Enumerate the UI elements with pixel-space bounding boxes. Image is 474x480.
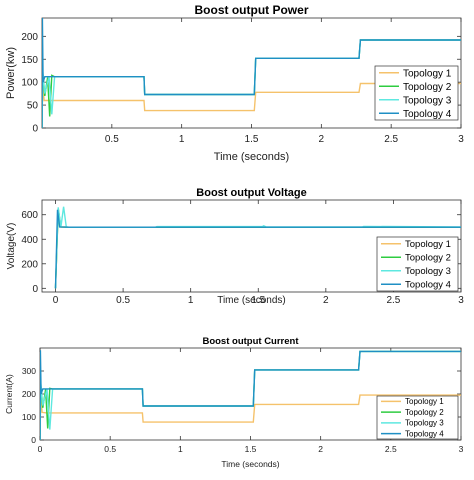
x-tick-label: 3 xyxy=(459,444,464,454)
y-axis-label: Voltage(V) xyxy=(6,223,17,270)
x-axis-label: Time (seconds) xyxy=(217,295,286,306)
x-tick-label: 1.5 xyxy=(245,134,259,145)
legend-label-topology-3: Topology 3 xyxy=(403,95,452,106)
x-tick-label: 3 xyxy=(458,295,464,306)
y-tick-label: 0 xyxy=(32,284,38,295)
legend-label-topology-3: Topology 3 xyxy=(405,419,444,428)
series-line-topology-4 xyxy=(42,18,461,128)
x-tick-label: 2.5 xyxy=(385,444,397,454)
legend: Topology 1 Topology 2 Topology 3 Topology 4 xyxy=(374,65,459,121)
x-axis-label: Time (seconds) xyxy=(214,151,289,163)
y-tick-label: 200 xyxy=(21,259,38,270)
series-line-topology-4 xyxy=(40,350,461,440)
y-axis-label: Current(A) xyxy=(4,374,14,414)
x-tick-label: 0 xyxy=(38,444,43,454)
chart-title: Boost output Current xyxy=(202,336,299,347)
y-tick-label: 0 xyxy=(31,435,36,445)
y-tick-label: 50 xyxy=(27,101,39,112)
legend-box xyxy=(374,65,459,121)
x-tick-label: 1.5 xyxy=(251,295,265,306)
x-tick-label: 0.5 xyxy=(105,134,119,145)
x-tick-label: 2.5 xyxy=(384,134,398,145)
chart-title: Boost output Power xyxy=(195,3,309,17)
x-tick-label: 2 xyxy=(318,444,323,454)
legend-label-topology-1: Topology 1 xyxy=(405,239,451,250)
y-tick-label: 200 xyxy=(22,389,36,399)
legend-label-topology-4: Topology 4 xyxy=(403,109,452,120)
x-tick-label: 2 xyxy=(323,295,329,306)
x-tick-label: 2.5 xyxy=(386,295,400,306)
y-tick-label: 100 xyxy=(22,412,36,422)
x-tick-label: 1 xyxy=(178,444,183,454)
legend-label-topology-4: Topology 4 xyxy=(405,429,444,438)
y-axis-label: Power(kw) xyxy=(5,47,17,99)
y-tick-label: 0 xyxy=(32,124,38,135)
series-line-topology-4 xyxy=(54,209,461,289)
y-tick-label: 400 xyxy=(21,235,38,246)
chart-panel-2: Boost output Voltage 0 0.5 1 1.5 2 2.5 3 0 200 400… xyxy=(6,187,464,306)
x-tick-label: 0 xyxy=(53,295,59,306)
legend-label-topology-1: Topology 1 xyxy=(405,397,444,406)
chart-panel-1: Boost output Power 0.5 1 1.5 2 2.5 3 0 50 100 150 2… xyxy=(5,3,464,163)
legend-label-topology-1: Topology 1 xyxy=(403,68,452,79)
y-tick-label: 200 xyxy=(21,32,38,43)
y-tick-label: 150 xyxy=(21,55,38,66)
series-line-topology-1 xyxy=(42,82,461,128)
x-tick-label: 0.5 xyxy=(104,444,116,454)
legend-label-topology-2: Topology 2 xyxy=(403,82,452,93)
y-tick-label: 100 xyxy=(21,78,38,89)
chart-title: Boost output Voltage xyxy=(196,187,306,199)
x-tick-label: 3 xyxy=(458,134,464,145)
y-tick-label: 300 xyxy=(22,366,36,376)
y-tick-label: 600 xyxy=(21,210,38,221)
x-tick-label: 1 xyxy=(179,134,185,145)
legend-box xyxy=(376,236,459,292)
x-tick-label: 1 xyxy=(188,295,194,306)
legend-label-topology-2: Topology 2 xyxy=(405,253,451,264)
legend-label-topology-3: Topology 3 xyxy=(405,266,451,277)
legend-label-topology-2: Topology 2 xyxy=(405,408,444,417)
x-axis-label: Time (seconds) xyxy=(221,459,279,469)
chart-panel-3: Boost output Current 0 0.5 1 1.5 2 2.5 3 0 100 200… xyxy=(4,336,464,469)
legend: Topology 1 Topology 2 Topology 3 Topology 4 xyxy=(376,236,459,292)
x-tick-label: 0.5 xyxy=(116,295,130,306)
x-tick-label: 2 xyxy=(319,134,325,145)
legend-label-topology-4: Topology 4 xyxy=(405,280,451,291)
series-line-topology-1 xyxy=(40,393,461,440)
x-tick-label: 1.5 xyxy=(245,444,257,454)
legend-box xyxy=(376,395,459,440)
